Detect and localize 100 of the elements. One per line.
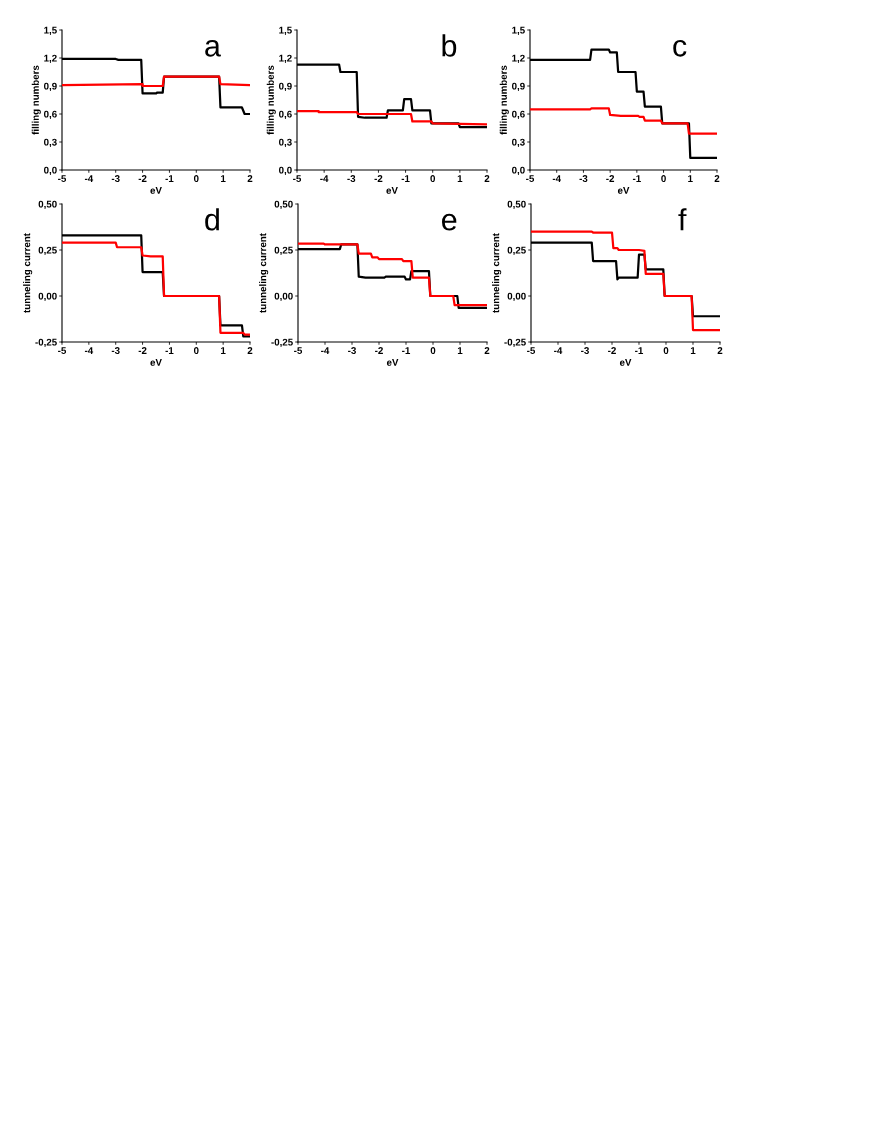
x-tick-label: 1	[457, 175, 463, 182]
x-tick-label: -1	[632, 175, 641, 182]
x-tick-label: 1	[457, 347, 463, 354]
y-tick-label: 0,50	[38, 200, 57, 210]
y-tick-label: -0,25	[35, 338, 57, 348]
x-tick-label: -4	[320, 175, 329, 182]
x-tick-label: -4	[552, 175, 561, 182]
y-tick-label: 1,5	[279, 26, 292, 36]
annotation: f	[678, 208, 687, 231]
annotation: b	[442, 34, 457, 57]
x-tick-label: -4	[84, 347, 94, 354]
x-tick-label: 2	[717, 347, 723, 354]
x-tick-label: -5	[58, 175, 67, 182]
x-axis-title: eV	[386, 187, 398, 194]
x-tick-label: -5	[526, 175, 535, 182]
annotation: c	[673, 39, 687, 57]
x-tick-label: 0	[661, 175, 666, 182]
x-tick-label: -5	[293, 175, 302, 182]
x-tick-label: -3	[111, 175, 120, 183]
y-tick-label: 0,00	[507, 292, 526, 302]
x-tick-label: -2	[138, 175, 147, 182]
y-tick-label: 0,50	[507, 200, 526, 210]
y-tick-label: 0,9	[512, 82, 525, 92]
y-tick-label: 0,00	[274, 292, 293, 302]
x-tick-label: 2	[247, 347, 253, 354]
x-tick-label: -2	[608, 347, 616, 354]
x-axis-title: eV	[617, 187, 630, 194]
y-tick-label: 0,00	[38, 292, 57, 302]
x-tick-label: -3	[347, 175, 356, 183]
y-tick-label: 0,0	[44, 166, 57, 176]
y-tick-label: -0,25	[271, 338, 293, 348]
y-tick-label: 0,9	[44, 82, 57, 92]
y-tick-label: 0,0	[512, 166, 525, 176]
line-series	[530, 107, 717, 135]
y-tick-label: 0,25	[274, 246, 293, 256]
x-tick-label: -1	[165, 347, 174, 354]
x-tick-label: -5	[294, 347, 303, 354]
x-axis-title: eV	[619, 359, 632, 366]
x-axis-title: eV	[150, 359, 162, 366]
x-tick-label: 2	[714, 175, 720, 182]
y-tick-label: 0,3	[512, 138, 525, 148]
y-tick-label: 0,6	[279, 110, 292, 120]
y-axis-title: tunneling current	[23, 233, 33, 313]
x-tick-label: 1	[688, 175, 693, 182]
y-axis-title: filling numbers	[266, 65, 276, 135]
x-tick-label: 1	[690, 347, 696, 354]
x-tick-label: 1	[221, 175, 226, 182]
x-tick-label: 2	[484, 175, 490, 182]
x-tick-label: -2	[374, 175, 383, 182]
y-tick-label: 1,2	[44, 54, 57, 64]
line-series	[297, 110, 487, 126]
x-tick-label: -4	[321, 347, 330, 354]
y-tick-label: 0,9	[279, 82, 292, 92]
y-tick-label: 1,2	[512, 54, 525, 64]
x-tick-label: -2	[606, 175, 615, 182]
x-tick-label: -1	[402, 347, 411, 354]
y-tick-label: 1,5	[44, 26, 57, 36]
y-axis-title: tunneling current	[259, 233, 269, 313]
x-tick-label: -5	[527, 347, 536, 354]
y-axis-title: filling numbers	[31, 65, 41, 135]
x-tick-label: -3	[348, 347, 356, 355]
x-tick-label: -3	[581, 347, 589, 355]
y-tick-label: 0,25	[507, 246, 526, 256]
x-tick-label: 2	[247, 175, 253, 182]
x-tick-label: 2	[484, 347, 490, 354]
x-axis-title: eV	[150, 187, 162, 194]
annotation: e	[442, 213, 457, 231]
line-series	[531, 230, 720, 332]
x-tick-label: 0	[430, 175, 436, 182]
x-tick-label: -2	[375, 347, 383, 354]
x-tick-label: 0	[193, 347, 199, 354]
y-tick-label: 0,0	[279, 166, 292, 176]
y-tick-label: -0,25	[504, 338, 526, 348]
x-tick-label: -1	[401, 175, 410, 182]
x-tick-label: -1	[635, 347, 644, 354]
x-tick-label: 0	[430, 347, 436, 354]
x-tick-label: -2	[138, 347, 147, 354]
x-tick-label: 0	[193, 175, 199, 182]
x-tick-label: -3	[579, 175, 588, 183]
line-series	[62, 75, 250, 88]
y-tick-label: 0,3	[279, 138, 292, 148]
x-tick-label: -4	[554, 347, 563, 354]
y-tick-label: 0,6	[512, 110, 525, 120]
x-tick-label: -5	[58, 347, 67, 354]
annotation: d	[205, 208, 219, 231]
x-axis-title: eV	[386, 359, 399, 366]
annotation: a	[205, 39, 221, 57]
y-tick-label: 0,3	[44, 138, 57, 148]
y-tick-label: 1,5	[512, 26, 525, 36]
x-tick-label: 0	[663, 347, 669, 354]
x-tick-label: -1	[165, 175, 174, 182]
y-axis-title: filling numbers	[499, 65, 509, 135]
y-tick-label: 0,25	[38, 246, 57, 256]
y-tick-label: 0,50	[274, 200, 293, 210]
x-tick-label: -3	[111, 347, 120, 355]
y-axis-title: tunneling current	[492, 233, 502, 313]
x-tick-label: -4	[84, 175, 94, 182]
x-tick-label: 1	[221, 347, 226, 354]
y-tick-label: 1,2	[279, 54, 292, 64]
y-tick-label: 0,6	[44, 110, 57, 120]
